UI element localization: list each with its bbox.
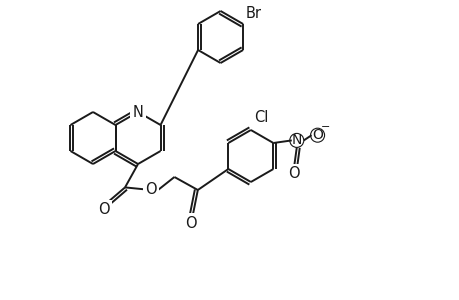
Text: −: − xyxy=(320,122,330,132)
Text: N: N xyxy=(291,134,301,147)
Text: O: O xyxy=(312,128,322,142)
Text: O: O xyxy=(145,182,157,197)
Text: O: O xyxy=(185,215,196,230)
Text: O: O xyxy=(288,166,299,181)
Text: O: O xyxy=(98,202,109,217)
Text: Br: Br xyxy=(246,6,262,21)
Text: N: N xyxy=(132,104,143,119)
Text: Cl: Cl xyxy=(253,110,268,125)
